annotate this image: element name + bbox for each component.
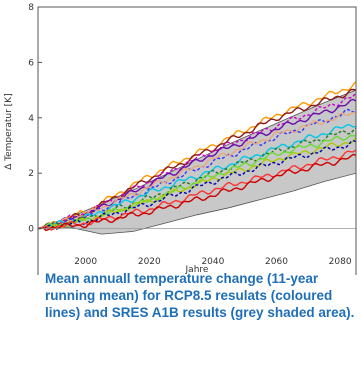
- y-tick-label: 0: [28, 225, 34, 235]
- rcp85-series-layer: [37, 81, 357, 232]
- x-tick-label: 2060: [265, 257, 288, 267]
- rcp85-series-line: [37, 108, 357, 230]
- rcp85-series-line: [37, 153, 357, 232]
- rcp85-series-line: [37, 111, 357, 231]
- y-tick-label: 2: [28, 169, 34, 179]
- rcp85-series-line: [37, 149, 357, 231]
- x-tick-label: 2080: [329, 257, 352, 267]
- sres-a1b-band-layer: [37, 89, 357, 235]
- rcp85-series-line: [37, 92, 357, 230]
- y-tick-label: 6: [28, 58, 34, 68]
- x-axis-label: Jahre: [185, 265, 209, 275]
- figure-caption: Mean annuall temperature change (11-year…: [45, 271, 355, 320]
- y-axis-label: Δ Temperatur [K]: [4, 93, 14, 169]
- rcp85-series-line: [37, 139, 357, 230]
- y-tick-label: 4: [28, 114, 34, 124]
- x-tick-label: 2000: [74, 257, 97, 267]
- plot-frame: [37, 6, 357, 275]
- sres-a1b-shaded-area: [37, 89, 357, 235]
- rcp85-series-line: [37, 98, 357, 230]
- y-tick-label: 8: [28, 3, 34, 13]
- x-tick-label: 2020: [138, 257, 161, 267]
- rcp85-series-line: [37, 127, 357, 230]
- x-tick-label: 2040: [201, 257, 224, 267]
